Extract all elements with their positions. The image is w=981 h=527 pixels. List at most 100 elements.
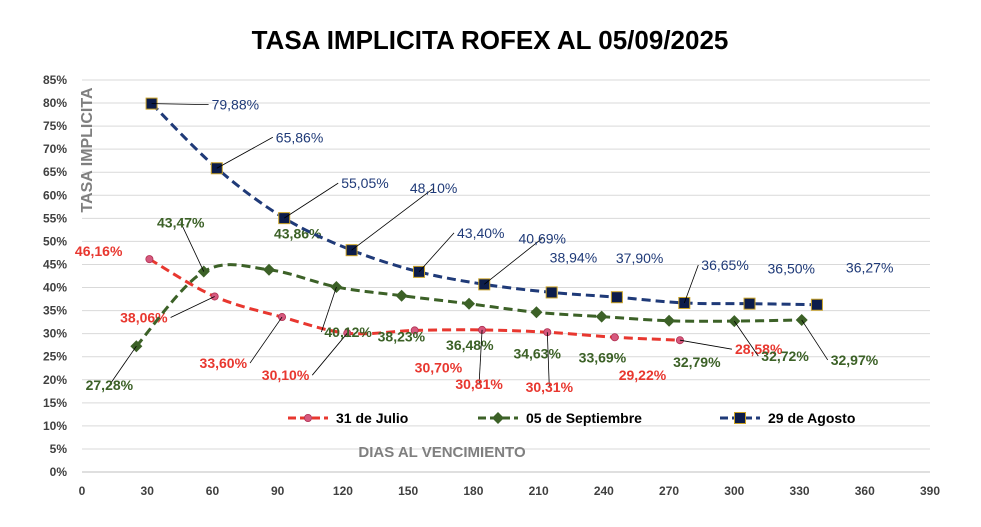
- label-leader: [109, 345, 137, 386]
- y-tick-label: 60%: [43, 188, 67, 202]
- data-point: [610, 291, 623, 304]
- label-leader: [683, 264, 699, 304]
- label-leader: [801, 319, 829, 361]
- x-tick-label: 60: [206, 484, 220, 498]
- legend-entry: 31 de Julio: [288, 410, 408, 426]
- data-label: 30,10%: [262, 367, 310, 383]
- legend-marker: [303, 413, 312, 422]
- data-label: 40,12%: [324, 324, 372, 340]
- label-leader: [170, 296, 215, 318]
- data-label: 34,63%: [513, 345, 561, 361]
- data-label: 30,81%: [455, 376, 503, 392]
- data-point: [530, 306, 543, 319]
- y-tick-label: 40%: [43, 281, 67, 295]
- data-label: 33,60%: [200, 355, 248, 371]
- y-tick-label: 70%: [43, 142, 67, 156]
- label-leader: [151, 103, 209, 106]
- y-axis-ticks: 0% 5% 10% 15% 20% 25% 30% 35% 40% 45% 50% 55% 60% 65%…: [43, 73, 67, 479]
- x-tick-label: 390: [920, 484, 940, 498]
- legend: 31 de Julio 05 de Septiembre 29 de Agosto: [288, 410, 855, 426]
- data-label: 43,86%: [274, 226, 322, 242]
- data-label: 27,28%: [86, 377, 134, 393]
- label-leader: [478, 329, 483, 384]
- data-label: 36,65%: [701, 257, 748, 273]
- x-tick-label: 270: [659, 484, 679, 498]
- y-tick-label: 80%: [43, 96, 67, 110]
- label-leader: [311, 332, 348, 376]
- label-leader: [249, 316, 283, 364]
- label-leader: [679, 339, 733, 350]
- x-tick-label: 330: [790, 484, 810, 498]
- label-leader: [484, 238, 543, 285]
- y-tick-label: 25%: [43, 350, 67, 364]
- y-tick-label: 15%: [43, 396, 67, 410]
- data-label: 36,50%: [768, 261, 815, 277]
- series-line: [150, 102, 817, 307]
- data-label: 65,86%: [276, 129, 323, 145]
- legend-entry: 05 de Septiembre: [478, 410, 642, 426]
- x-axis-ticks: 0 30 60 90 120 150 180 210 240 270 300 330 360 390: [79, 484, 941, 498]
- x-tick-label: 0: [79, 484, 86, 498]
- y-tick-label: 65%: [43, 165, 67, 179]
- y-tick-label: 10%: [43, 419, 67, 433]
- y-tick-label: 20%: [43, 373, 67, 387]
- data-point: [610, 333, 619, 342]
- label-leader: [418, 232, 455, 273]
- data-point: [663, 314, 676, 327]
- series-1: 27,28% 43,47% 43,86% 40,12% 38,23% 36,48% 34,6…: [86, 215, 879, 394]
- data-point: [463, 297, 476, 310]
- y-tick-label: 5%: [50, 442, 68, 456]
- legend-label: 31 de Julio: [336, 410, 408, 426]
- data-label: 32,97%: [831, 352, 879, 368]
- gridlines: [82, 79, 930, 473]
- x-tick-label: 240: [594, 484, 614, 498]
- series-2: 79,88% 65,86% 55,05% 48,10% 43,40% 40,69% 38,9…: [145, 97, 893, 311]
- y-tick-label: 45%: [43, 257, 67, 271]
- data-label: 38,94%: [550, 249, 597, 265]
- data-point: [545, 286, 558, 299]
- data-label: 40,69%: [519, 230, 566, 246]
- data-label: 38,23%: [378, 329, 426, 345]
- label-leader: [180, 222, 205, 272]
- data-label: 55,05%: [341, 175, 388, 191]
- data-label: 29,22%: [619, 367, 667, 383]
- y-tick-label: 35%: [43, 304, 67, 318]
- x-tick-label: 120: [333, 484, 353, 498]
- x-tick-label: 360: [855, 484, 875, 498]
- series-0: 46,16% 38,06% 33,60% 30,10% 30,70%30,81% 30,3…: [75, 243, 783, 395]
- data-point: [743, 297, 756, 310]
- data-label: 36,27%: [846, 260, 893, 276]
- x-tick-label: 210: [529, 484, 549, 498]
- label-leader: [351, 187, 434, 251]
- legend-marker: [734, 412, 746, 424]
- y-axis-title: TASA IMPLICITA: [79, 87, 96, 212]
- data-label: 33,69%: [579, 350, 627, 366]
- data-point: [410, 326, 419, 335]
- y-tick-label: 0%: [50, 465, 68, 479]
- data-label: 43,47%: [157, 215, 205, 231]
- data-label: 32,79%: [673, 354, 721, 370]
- data-label: 37,90%: [616, 250, 663, 266]
- y-tick-label: 85%: [43, 73, 67, 87]
- x-tick-label: 180: [463, 484, 483, 498]
- legend-label: 29 de Agosto: [768, 410, 855, 426]
- data-label: 36,48%: [446, 337, 494, 353]
- label-leader: [283, 182, 339, 219]
- data-label: 38,06%: [120, 309, 168, 325]
- data-point: [595, 310, 608, 323]
- y-tick-label: 30%: [43, 327, 67, 341]
- data-label: 32,72%: [761, 348, 809, 364]
- data-point: [262, 263, 275, 276]
- data-point: [145, 255, 154, 264]
- data-label: 43,40%: [457, 225, 504, 241]
- chart-title: TASA IMPLICITA ROFEX AL 05/09/2025: [252, 25, 729, 55]
- y-tick-label: 50%: [43, 234, 67, 248]
- y-tick-label: 55%: [43, 211, 67, 225]
- label-leader: [216, 136, 274, 169]
- legend-marker: [492, 412, 504, 424]
- label-leader: [546, 332, 550, 388]
- x-axis-title: DIAS AL VENCIMIENTO: [358, 444, 526, 461]
- label-leader: [321, 286, 337, 333]
- series-layer: 46,16% 38,06% 33,60% 30,10% 30,70%30,81% 30,3…: [75, 97, 893, 396]
